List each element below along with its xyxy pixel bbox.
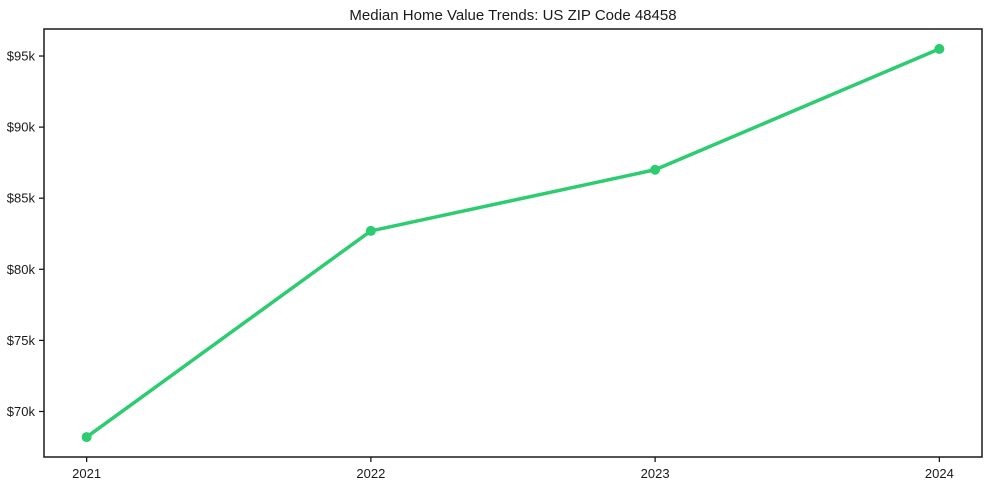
plot-frame	[43, 28, 983, 458]
data-point-marker	[934, 43, 945, 54]
trend-line	[84, 47, 942, 439]
y-tick-label: $85k	[7, 191, 36, 206]
y-tick-label: $90k	[7, 120, 36, 135]
y-tick-label: $75k	[7, 333, 36, 348]
data-point-marker	[650, 164, 661, 175]
x-tick-label: 2022	[356, 466, 385, 481]
x-tick-label: 2024	[925, 466, 954, 481]
y-tick-label: $95k	[7, 49, 36, 64]
x-tick-label: 2023	[641, 466, 670, 481]
y-tick-label: $70k	[7, 404, 36, 419]
y-tick-label: $80k	[7, 262, 36, 277]
chart-title: Median Home Value Trends: US ZIP Code 48…	[349, 7, 677, 24]
x-tick-label: 2021	[72, 466, 101, 481]
data-point-marker	[81, 432, 92, 443]
data-point-marker	[365, 225, 376, 236]
